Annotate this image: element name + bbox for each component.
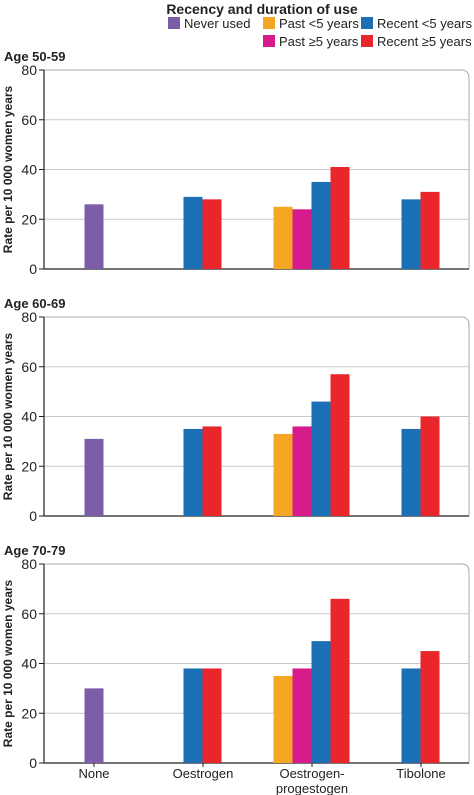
legend-label-recent_ge5: Recent ≥5 years — [377, 34, 472, 49]
panel-title: Age 70-79 — [4, 543, 65, 558]
bar-recent_ge5-4 — [420, 651, 440, 763]
x-tick-label: Oestrogen- — [279, 766, 344, 781]
panel-frame — [44, 316, 470, 516]
bar-recent_lt5-2 — [183, 196, 203, 269]
legend-label-past_lt5: Past <5 years — [279, 16, 359, 31]
y-tick-label: 40 — [21, 656, 37, 672]
y-tick-label: 80 — [21, 62, 37, 78]
legend-swatch-never — [168, 17, 180, 29]
legend-label-past_ge5: Past ≥5 years — [279, 34, 359, 49]
panel-title: Age 60-69 — [4, 296, 65, 311]
bar-past_lt5-3 — [273, 675, 293, 763]
bar-never-1 — [84, 204, 104, 269]
bar-past_lt5-3 — [273, 433, 293, 516]
legend-label-never: Never used — [184, 16, 250, 31]
legend-swatch-past_lt5 — [263, 17, 275, 29]
x-tick-label: Tibolone — [396, 766, 445, 781]
x-tick-label: None — [78, 766, 109, 781]
legend: Recency and duration of use Never used Pa… — [166, 1, 472, 49]
bar-past_lt5-3 — [273, 206, 293, 269]
bar-recent_ge5-2 — [202, 668, 222, 763]
y-tick-label: 20 — [21, 705, 37, 721]
y-tick-label: 0 — [29, 508, 37, 524]
x-tick-label: Oestrogen — [173, 766, 234, 781]
bar-recent_lt5-2 — [183, 668, 203, 763]
y-tick-label: 80 — [21, 309, 37, 325]
bar-past_ge5-3 — [292, 426, 312, 516]
bar-recent_lt5-4 — [401, 428, 421, 516]
y-tick-label: 20 — [21, 211, 37, 227]
bar-recent_ge5-4 — [420, 416, 440, 516]
y-tick-label: 80 — [21, 556, 37, 572]
y-tick-label: 0 — [29, 755, 37, 771]
y-tick-label: 0 — [29, 261, 37, 277]
panel-title: Age 50-59 — [4, 49, 65, 64]
y-tick-label: 60 — [21, 359, 37, 375]
legend-label-recent_lt5: Recent <5 years — [377, 16, 473, 31]
legend-swatch-past_ge5 — [263, 35, 275, 47]
bar-recent_lt5-4 — [401, 199, 421, 269]
legend-swatch-recent_lt5 — [361, 17, 373, 29]
bar-recent_lt5-3 — [311, 181, 331, 269]
y-tick-label: 40 — [21, 409, 37, 425]
bar-recent_ge5-3 — [330, 374, 350, 516]
y-axis-label: Rate per 10 000 women years — [1, 332, 15, 500]
bar-recent_lt5-2 — [183, 428, 203, 516]
bar-never-1 — [84, 438, 104, 516]
legend-title: Recency and duration of use — [166, 1, 358, 17]
bar-recent_ge5-3 — [330, 598, 350, 763]
y-tick-label: 20 — [21, 458, 37, 474]
y-tick-label: 40 — [21, 162, 37, 178]
bar-recent_ge5-3 — [330, 167, 350, 269]
y-axis-label: Rate per 10 000 women years — [1, 579, 15, 747]
bar-recent_lt5-3 — [311, 641, 331, 763]
bar-never-1 — [84, 688, 104, 763]
bar-past_ge5-3 — [292, 209, 312, 269]
bar-recent_ge5-4 — [420, 191, 440, 269]
bar-recent_ge5-2 — [202, 199, 222, 269]
bar-recent_lt5-3 — [311, 401, 331, 516]
panel-frame — [44, 69, 470, 269]
panel-frame — [44, 563, 470, 763]
x-tick-label: progestogen — [276, 781, 348, 795]
legend-swatch-recent_ge5 — [361, 35, 373, 47]
y-tick-label: 60 — [21, 112, 37, 128]
bar-past_ge5-3 — [292, 668, 312, 763]
y-tick-label: 60 — [21, 606, 37, 622]
y-axis-label: Rate per 10 000 women years — [1, 85, 15, 253]
bar-recent_ge5-2 — [202, 426, 222, 516]
bar-recent_lt5-4 — [401, 668, 421, 763]
